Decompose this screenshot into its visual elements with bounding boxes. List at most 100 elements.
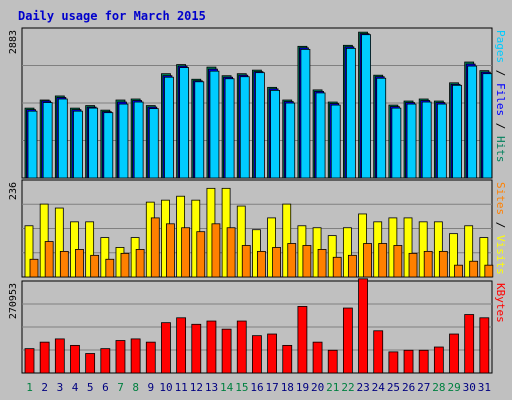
day-label-4: 4	[72, 381, 79, 394]
day-label-22: 22	[341, 381, 354, 394]
visits-bar-sites-21	[332, 256, 342, 278]
hits-bar-pages-19	[300, 48, 311, 179]
visits-bar-sites-25	[393, 245, 403, 278]
hits-bar-pages-24	[376, 77, 387, 179]
kbytes-bar-kbytes-10	[161, 322, 171, 374]
day-label-15: 15	[235, 381, 248, 394]
visits-bar-sites-29	[454, 264, 463, 278]
day-labels: 1 2 3 4 5 6 7 8 9 10 11 12 13 14 15 16 17 18 19 20 21 22 23 24 2…	[26, 381, 491, 394]
visits-bar-sites-12	[196, 231, 206, 278]
hits-bar-pages-12	[194, 81, 205, 179]
visits-bar-visits-21	[327, 235, 337, 278]
kbytes-bar-kbytes-25	[388, 351, 399, 374]
visits-bar-visits-27	[418, 221, 428, 278]
hits-bar-pages-10	[164, 76, 174, 179]
visits-bar-sites-14	[226, 227, 236, 278]
visits-bar-visits-6	[100, 237, 110, 278]
hits-bar-pages-23	[361, 34, 371, 179]
visits-bar-sites-2	[44, 241, 54, 278]
kbytes-bar-kbytes-16	[252, 335, 262, 374]
kbytes-bar-kbytes-29	[449, 333, 459, 374]
day-label-13: 13	[205, 381, 218, 394]
kbytes-bar-kbytes-12	[191, 323, 202, 374]
visits-bar-sites-11	[181, 227, 191, 278]
visits-bar-sites-8	[135, 249, 145, 278]
visits-bar-visits-29	[449, 233, 458, 278]
hits-bar-pages-28	[436, 103, 447, 179]
day-label-26: 26	[402, 381, 415, 394]
visits-legend-visits: Visits	[494, 235, 507, 275]
visits-bar-sites-18	[287, 243, 297, 278]
day-label-6: 6	[102, 381, 109, 394]
day-label-5: 5	[87, 381, 94, 394]
kbytes-bar-kbytes-23	[358, 278, 368, 374]
day-label-25: 25	[387, 381, 400, 394]
day-label-14: 14	[220, 381, 234, 394]
visits-bar-sites-13	[211, 223, 221, 278]
hits-bar-pages-26	[406, 103, 417, 179]
hits-bar-pages-18	[285, 102, 296, 179]
kbytes-bar-kbytes-9	[145, 341, 156, 374]
visits-bar-visits-30	[464, 225, 474, 278]
visits-bar-visits-5	[85, 221, 95, 278]
visits-bar-visits-31	[479, 237, 489, 278]
hits-bar-pages-14	[224, 78, 235, 179]
day-label-29: 29	[447, 381, 460, 394]
kbytes-bar-kbytes-6	[100, 348, 111, 374]
kbytes-bar-kbytes-21	[327, 349, 338, 374]
kbytes-bar-kbytes-7	[115, 340, 126, 374]
visits-bar-sites-20	[317, 249, 327, 278]
hits-bar-pages-31	[482, 73, 493, 179]
hits-bar-pages-15	[239, 76, 250, 179]
day-label-11: 11	[175, 381, 188, 394]
hits-bar-pages-1	[27, 110, 38, 179]
hits-bar-pages-16	[255, 72, 265, 179]
visits-bar-sites-30	[469, 260, 479, 278]
kbytes-bar-kbytes-31	[479, 317, 490, 374]
hits-bar-pages-25	[391, 107, 402, 179]
visits-bar-visits-1	[24, 225, 34, 278]
visits-bar-visits-15	[236, 205, 246, 278]
day-label-24: 24	[372, 381, 386, 394]
visits-bar-sites-28	[438, 250, 448, 278]
hits-bar-pages-27	[421, 101, 432, 179]
visits-max-label: 236	[8, 182, 19, 200]
hits-bar-pages-13	[209, 70, 220, 179]
hits-bar-pages-20	[315, 92, 326, 179]
kbytes-bar-kbytes-13	[206, 320, 217, 374]
visits-bar-visits-18	[282, 203, 292, 278]
kbytes-bar-kbytes-4	[70, 344, 80, 374]
visits-bar-sites-9	[150, 217, 160, 278]
day-label-19: 19	[296, 381, 309, 394]
kbytes-bar-kbytes-2	[39, 341, 50, 374]
visits-legend-sites: Sites	[494, 182, 507, 215]
hits-bar-pages-9	[148, 108, 159, 179]
day-label-17: 17	[266, 381, 279, 394]
visits-side-legend: Sites / Visits	[494, 182, 507, 275]
visits-bar-visits-26	[403, 217, 413, 278]
visits-bar-sites-4	[75, 249, 84, 278]
visits-bar-sites-1	[29, 258, 39, 278]
visits-bar-sites-5	[90, 254, 100, 278]
visits-bar-sites-7	[120, 252, 130, 278]
kbytes-bar-kbytes-11	[176, 317, 187, 374]
day-label-28: 28	[432, 381, 445, 394]
hits-bar-pages-3	[57, 98, 68, 179]
kbytes-bar-kbytes-28	[433, 346, 444, 374]
kbytes-panel: 270953 KBytes	[8, 278, 507, 374]
day-label-31: 31	[478, 381, 491, 394]
hits-legend-files: Files	[494, 83, 507, 116]
kbytes-bar-kbytes-18	[282, 344, 293, 374]
visits-bar-visits-2	[39, 203, 49, 278]
hits-bar-pages-21	[330, 104, 341, 179]
visits-bar-sites-22	[347, 254, 357, 278]
hits-bar-pages-4	[73, 110, 83, 179]
day-label-7: 7	[117, 381, 124, 394]
day-label-18: 18	[281, 381, 294, 394]
day-label-20: 20	[311, 381, 324, 394]
hits-bar-pages-7	[118, 103, 129, 179]
visits-bar-sites-3	[59, 250, 69, 278]
hits-bar-pages-22	[345, 47, 356, 179]
visits-bar-sites-26	[408, 252, 418, 278]
